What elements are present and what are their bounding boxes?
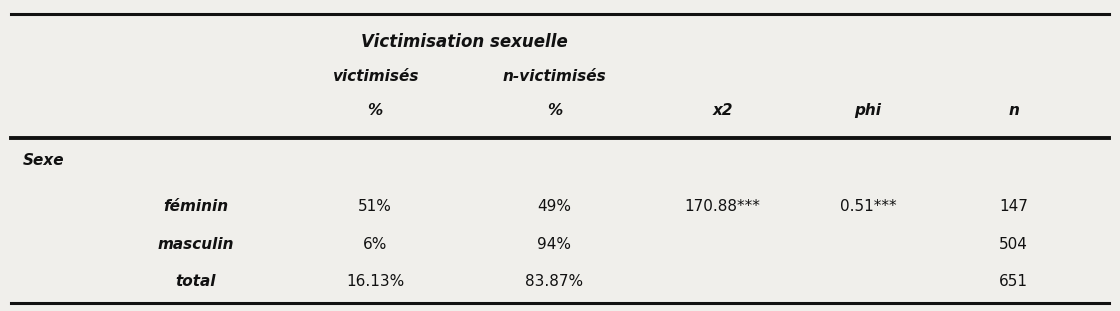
Text: 51%: 51%: [358, 199, 392, 214]
Text: phi: phi: [855, 103, 881, 118]
Text: n-victimisés: n-victimisés: [503, 69, 606, 84]
Text: féminin: féminin: [164, 199, 228, 214]
Text: 147: 147: [999, 199, 1028, 214]
Text: 0.51***: 0.51***: [840, 199, 896, 214]
Text: %: %: [547, 103, 562, 118]
Text: x2: x2: [712, 103, 732, 118]
Text: 170.88***: 170.88***: [684, 199, 760, 214]
Text: total: total: [176, 274, 216, 289]
Text: 49%: 49%: [538, 199, 571, 214]
Text: %: %: [367, 103, 383, 118]
Text: 651: 651: [999, 274, 1028, 289]
Text: 83.87%: 83.87%: [525, 274, 584, 289]
Text: n: n: [1008, 103, 1019, 118]
Text: 6%: 6%: [363, 237, 388, 252]
Text: masculin: masculin: [158, 237, 234, 252]
Text: victimisés: victimisés: [332, 69, 419, 84]
Text: 16.13%: 16.13%: [346, 274, 404, 289]
Text: 94%: 94%: [538, 237, 571, 252]
Text: 504: 504: [999, 237, 1028, 252]
Text: Victimisation sexuelle: Victimisation sexuelle: [362, 33, 568, 51]
Text: Sexe: Sexe: [22, 153, 64, 168]
